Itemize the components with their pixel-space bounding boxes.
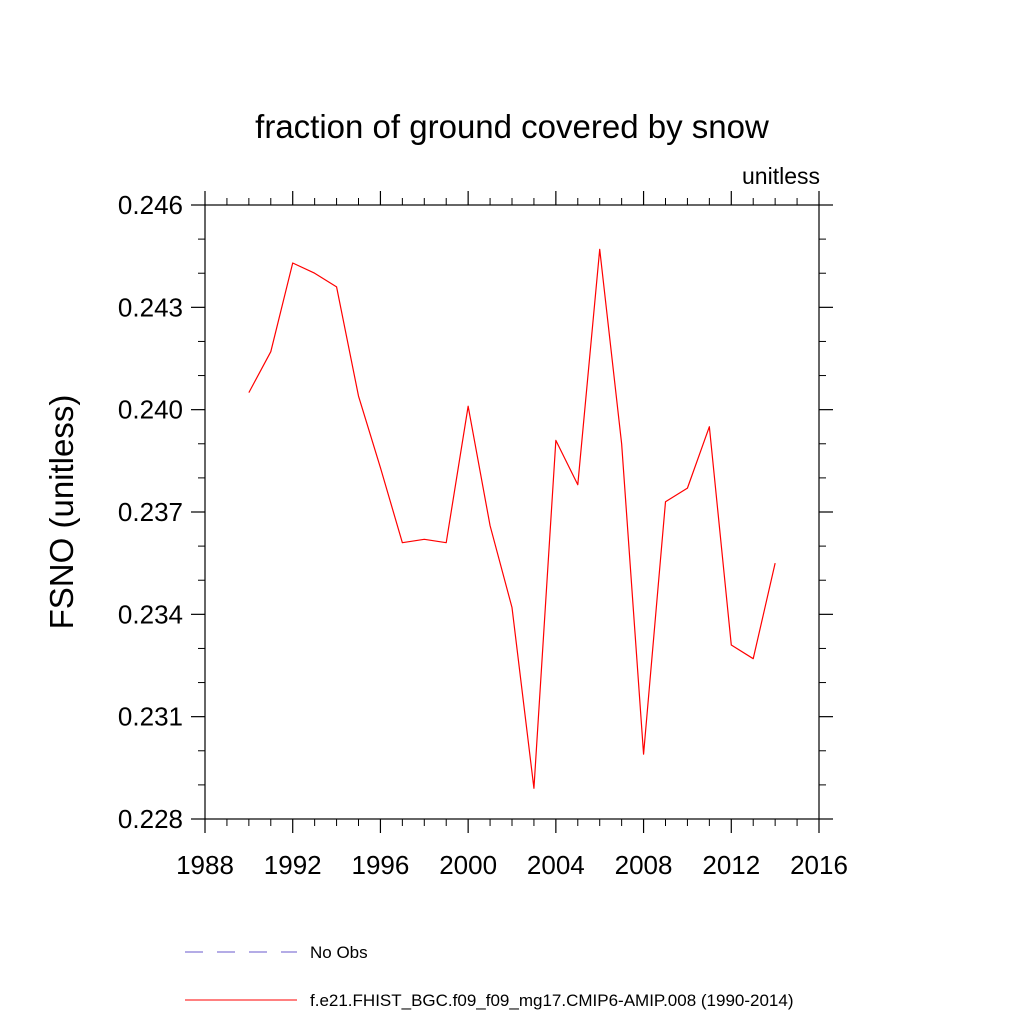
y-axis-label: FSNO (unitless) (43, 395, 80, 630)
axis-ticks: 1988 1992 1996 2000 2004 2008 2012 2016 0.228 0.2… (118, 190, 848, 880)
legend-label-model-run: f.e21.FHIST_BGC.f09_f09_mg17.CMIP6-AMIP.… (310, 991, 794, 1010)
x-tick-label: 1996 (352, 850, 410, 880)
y-tick-label: 0.231 (118, 702, 183, 732)
x-tick-label: 2000 (439, 850, 497, 880)
chart-title: fraction of ground covered by snow (255, 108, 769, 145)
y-tick-label: 0.240 (118, 395, 183, 425)
x-tick-label: 2004 (527, 850, 585, 880)
y-tick-label: 0.237 (118, 497, 183, 527)
legend: No Obs f.e21.FHIST_BGC.f09_f09_mg17.CMIP… (185, 943, 794, 1010)
x-tick-label: 2016 (790, 850, 848, 880)
x-tick-label: 2008 (615, 850, 673, 880)
x-tick-label: 1992 (264, 850, 322, 880)
x-tick-label: 1988 (176, 850, 234, 880)
series-layer (248, 248, 776, 789)
y-tick-label: 0.228 (118, 804, 183, 834)
y-tick-label: 0.243 (118, 292, 183, 322)
y-tick-label: 0.234 (118, 599, 183, 629)
x-tick-label: 2012 (702, 850, 760, 880)
legend-label-no-obs: No Obs (310, 943, 368, 962)
units-label: unitless (742, 163, 820, 189)
plot-frame (204, 204, 820, 820)
y-tick-label: 0.246 (118, 190, 183, 220)
series-line-0 (248, 248, 776, 789)
